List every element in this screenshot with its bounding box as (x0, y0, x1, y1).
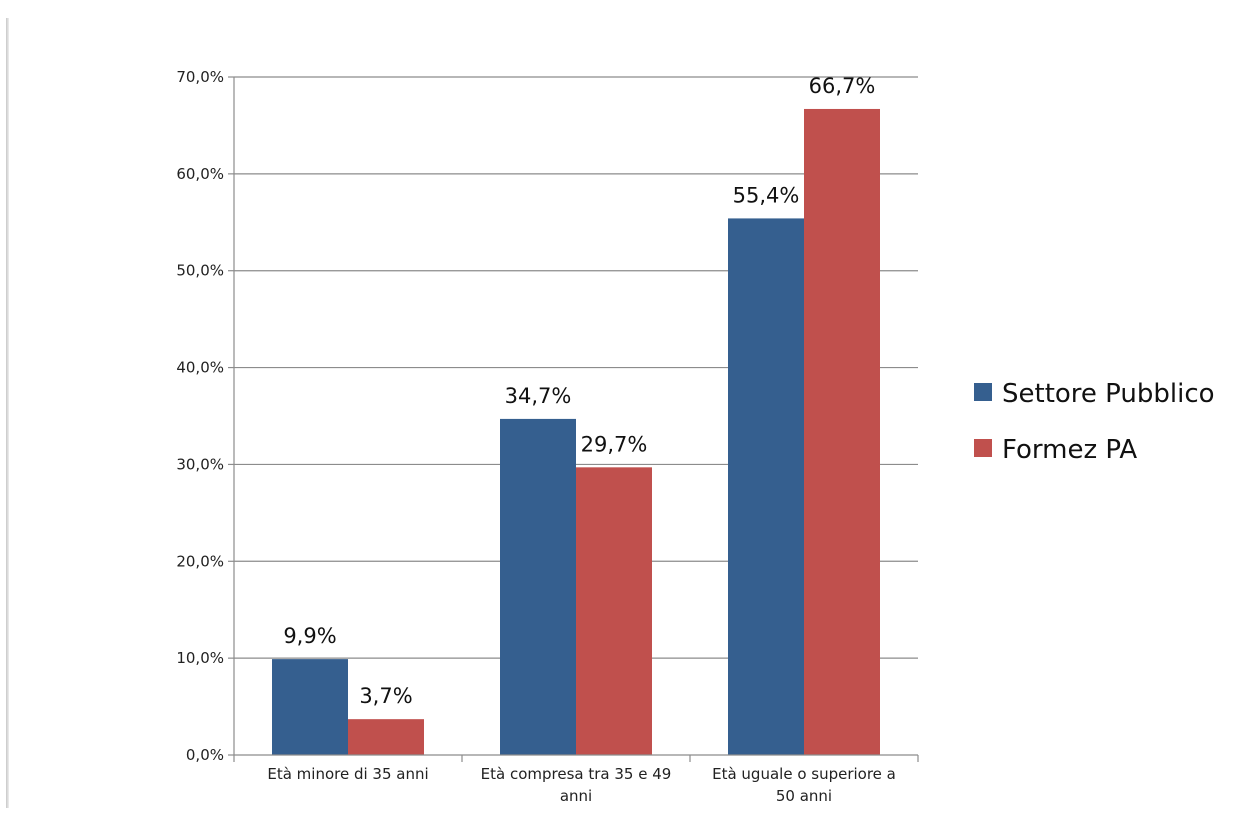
bars (272, 108, 880, 755)
x-category-label: Età compresa tra 35 e 49 (481, 765, 672, 783)
legend-swatch (974, 439, 992, 457)
page-edge-divider (6, 18, 9, 808)
data-labels: 9,9% 34,7% 55,4% 3,7% 29,7% 66,7% (283, 74, 875, 708)
bar (348, 719, 424, 755)
y-tick-label: 40,0% (176, 359, 224, 377)
y-tick-label: 60,0% (176, 165, 224, 183)
y-tick-label: 0,0% (186, 746, 224, 764)
y-tick-label: 70,0% (176, 68, 224, 86)
x-category-label: anni (560, 787, 592, 805)
bar (804, 108, 880, 755)
legend-label: Formez PA (1002, 435, 1137, 465)
x-category-label: 50 anni (776, 787, 832, 805)
bar (576, 467, 652, 755)
data-label: 3,7% (359, 684, 412, 708)
y-tick-label: 10,0% (176, 649, 224, 667)
data-label: 55,4% (733, 183, 800, 207)
legend-swatch (974, 383, 992, 401)
axes: 0,0% 10,0% 20,0% 30,0% 40,0% 50,0% 60,0% 70,0% E… (176, 68, 919, 805)
x-category-label: Età uguale o superiore a (712, 765, 896, 783)
bar (272, 659, 348, 755)
y-tick-label: 50,0% (176, 262, 224, 280)
data-label: 34,7% (505, 384, 572, 408)
x-category-label: Età minore di 35 anni (267, 765, 428, 783)
data-label: 9,9% (283, 624, 336, 648)
legend-label: Settore Pubblico (1002, 379, 1215, 409)
bar (500, 418, 576, 755)
y-tick-label: 20,0% (176, 552, 224, 570)
y-tick-label: 30,0% (176, 455, 224, 473)
legend: Settore Pubblico Formez PA (974, 379, 1215, 465)
bar (728, 218, 804, 755)
data-label: 66,7% (809, 74, 876, 98)
data-label: 29,7% (581, 432, 648, 456)
